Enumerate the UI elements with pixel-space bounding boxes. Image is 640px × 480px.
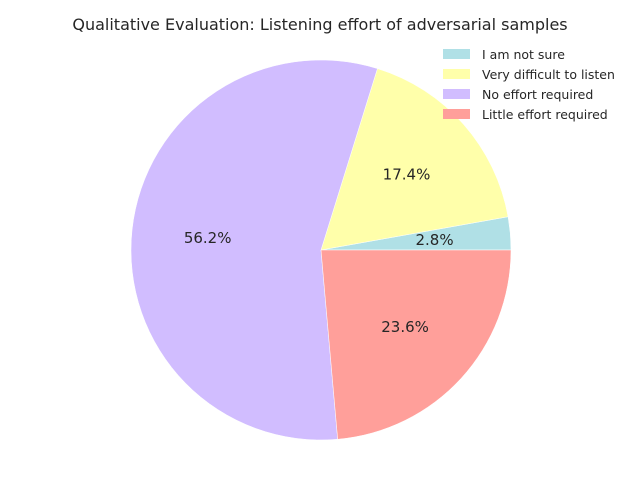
legend-swatch-little-effort-required <box>443 109 470 119</box>
legend: I am not sure Very difficult to listen No … <box>443 47 615 122</box>
percent-label-i-am-not-sure: 2.8% <box>416 231 454 249</box>
legend-label-little-effort-required: Little effort required <box>482 107 608 122</box>
pie-slice-little-effort-required <box>320 249 512 440</box>
legend-label-no-effort-required: No effort required <box>482 87 593 102</box>
legend-swatch-very-difficult-to-listen <box>443 69 470 79</box>
percent-label-very-difficult-to-listen: 17.4% <box>383 166 431 184</box>
legend-label-i-am-not-sure: I am not sure <box>482 47 565 62</box>
percent-labels: 2.8% 17.4% 56.2% 23.6% <box>184 166 454 336</box>
percent-label-little-effort-required: 23.6% <box>381 318 429 336</box>
pie-slice-no-effort-required <box>130 59 378 441</box>
legend-swatch-no-effort-required <box>443 89 470 99</box>
percent-label-no-effort-required: 56.2% <box>184 229 232 247</box>
pie-slices <box>130 59 512 441</box>
chart-title: Qualitative Evaluation: Listening effort… <box>72 15 567 34</box>
legend-swatch-i-am-not-sure <box>443 49 470 59</box>
legend-label-very-difficult-to-listen: Very difficult to listen <box>482 67 615 82</box>
pie-slice-very-difficult-to-listen <box>320 68 509 251</box>
